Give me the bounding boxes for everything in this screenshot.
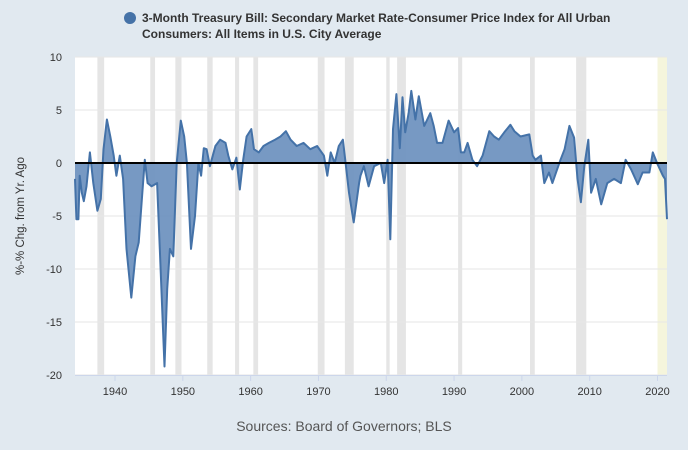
x-tick-label: 1990	[442, 386, 466, 398]
x-tick-label: 2010	[577, 386, 601, 398]
x-tick-label: 2020	[645, 386, 669, 398]
y-tick-label: -20	[46, 370, 62, 382]
source-note: Sources: Board of Governors; BLS	[236, 418, 452, 434]
x-tick-label: 1960	[238, 386, 262, 398]
y-tick-label: 10	[50, 52, 62, 64]
series-area	[75, 90, 667, 367]
x-tick-label: 1980	[374, 386, 398, 398]
y-tick-label: -15	[46, 317, 62, 329]
y-tick-label: 0	[56, 158, 62, 170]
x-tick-label: 1950	[171, 386, 195, 398]
y-axis-label: %-% Chg. from Yr. Ago	[15, 157, 27, 275]
x-tick-label: 1940	[103, 386, 127, 398]
legend-title-line-1: 3-Month Treasury Bill: Secondary Market …	[142, 11, 610, 25]
y-tick-label: -10	[46, 264, 62, 276]
series-line	[74, 89, 668, 368]
y-tick-label: 5	[56, 105, 62, 117]
x-tick-label: 2000	[510, 386, 534, 398]
x-tick-label: 1970	[306, 386, 330, 398]
y-tick-label: -5	[52, 211, 62, 223]
legend-title-line-2: Consumers: All Items in U.S. City Averag…	[142, 27, 382, 41]
legend-marker	[124, 12, 136, 24]
